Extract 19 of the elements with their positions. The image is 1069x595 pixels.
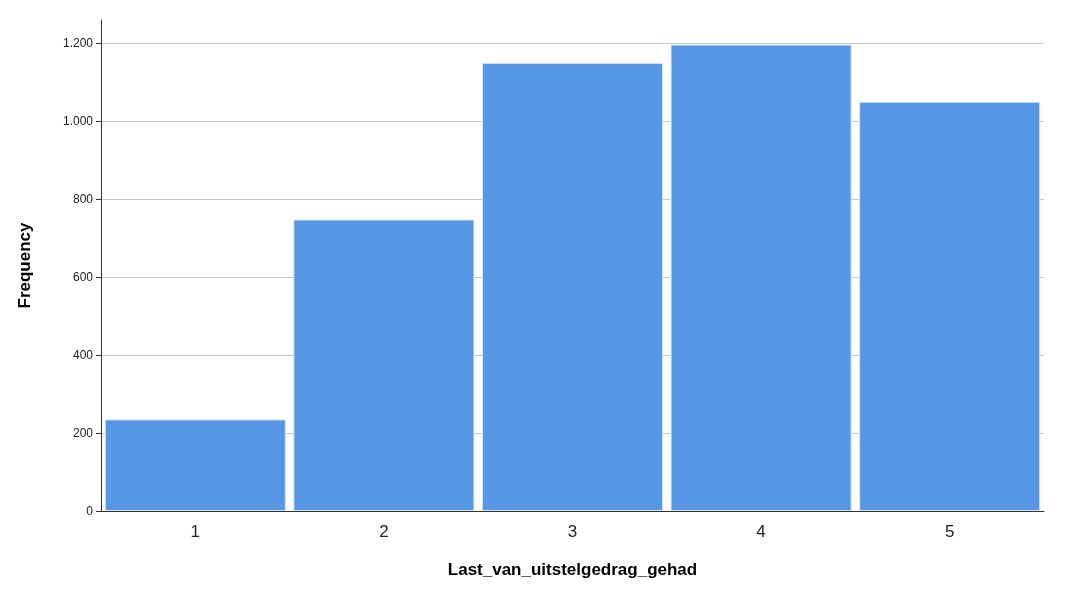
bar	[104, 419, 286, 511]
y-tick-label: 0	[86, 504, 94, 518]
y-tick-label: 400	[72, 348, 94, 363]
bar	[670, 44, 852, 511]
x-tick-label: 3	[567, 522, 578, 541]
bar	[859, 101, 1041, 511]
y-tick-label: 600	[72, 270, 94, 285]
y-tick-label: 1.200	[62, 36, 94, 51]
bar	[481, 62, 664, 511]
y-tick-label: 200	[72, 426, 94, 441]
x-tick-label: 4	[756, 522, 766, 541]
y-tick-label: 800	[72, 192, 94, 207]
y-tick-label: 1.000	[62, 114, 94, 129]
bar	[293, 219, 475, 511]
y-axis-title: Frequency	[15, 221, 34, 309]
x-tick-label: 2	[379, 522, 389, 541]
x-axis-title: Last_van_uitstelgedrag_gehad	[447, 560, 698, 579]
x-tick-label: 5	[944, 522, 955, 541]
x-tick-label: 1	[190, 522, 201, 541]
